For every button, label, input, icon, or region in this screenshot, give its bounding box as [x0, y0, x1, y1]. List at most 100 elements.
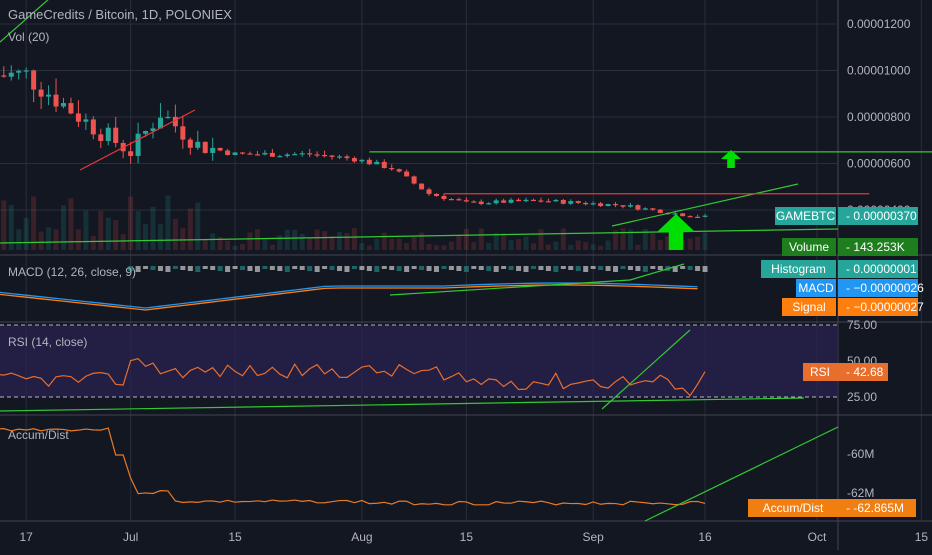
volume-bar: [150, 206, 156, 250]
volume-bar: [16, 229, 22, 250]
histogram-bar: [314, 266, 320, 272]
histogram-bar: [404, 266, 410, 272]
histogram-bar: [501, 266, 507, 269]
volume-bar: [344, 233, 350, 250]
histogram-bar: [627, 266, 633, 270]
candle-body: [389, 168, 395, 170]
histogram-bar: [254, 266, 260, 272]
gamebtc-label-bg: [775, 207, 836, 225]
x-axis-tick-label: Jul: [123, 530, 138, 544]
volume-bar: [60, 205, 66, 250]
volume-bar: [538, 229, 544, 250]
candle-body: [53, 94, 59, 107]
volume-bar: [314, 229, 320, 250]
candle-body: [292, 154, 298, 156]
candle-body: [657, 209, 663, 213]
volume-bar: [195, 202, 201, 250]
histogram-label-bg: [761, 260, 836, 278]
volume-bar: [254, 229, 260, 250]
volume-bar: [68, 198, 74, 250]
volume-bar: [665, 236, 671, 250]
candle-body: [262, 152, 268, 155]
histogram-bar: [598, 266, 604, 270]
histogram-bar: [650, 266, 656, 269]
volume-bar: [523, 236, 529, 250]
x-axis-tick-label: Oct: [808, 530, 827, 544]
candle-body: [240, 152, 246, 154]
candle-body: [23, 70, 29, 72]
histogram-bar: [217, 266, 223, 271]
rsi-support-trendline: [0, 397, 805, 412]
candle-body: [448, 199, 454, 201]
candle-body: [516, 199, 522, 202]
gamebtc-label-text: GAMEBTC: [776, 209, 836, 223]
histogram-bar: [433, 266, 439, 272]
volume-bar: [172, 218, 178, 250]
signal-label-value-bg: [838, 298, 918, 316]
rsi-tick-label: 25.00: [847, 390, 877, 404]
volume-bar: [225, 240, 231, 250]
histogram-bar: [359, 266, 365, 270]
candle-body: [195, 141, 201, 148]
histogram-bar: [210, 266, 216, 270]
candle-body: [404, 171, 410, 177]
candle-body: [627, 205, 633, 207]
candle-body: [157, 117, 163, 129]
histogram-bar: [269, 266, 275, 270]
candle-body: [284, 154, 290, 157]
candle-body: [105, 127, 111, 142]
rsi-label-bg: [803, 363, 838, 381]
volume-bar: [366, 245, 372, 250]
histogram-bar: [471, 266, 477, 269]
histogram-bar: [657, 266, 663, 270]
volume-bar: [396, 238, 402, 250]
accum-tick-label: -60M: [847, 447, 874, 461]
candle-body: [396, 169, 402, 172]
candle-body: [75, 113, 81, 122]
candle-body: [60, 103, 66, 107]
histogram-bar: [143, 266, 149, 269]
candle-body: [322, 154, 328, 157]
histogram-bar: [344, 266, 350, 272]
histogram-bar: [187, 266, 193, 271]
volume-bar: [530, 243, 536, 250]
price-tick-label: 0.00001000: [847, 64, 911, 78]
candle-body: [545, 201, 551, 203]
histogram-label: Histogram - 0.00000001: [761, 260, 918, 278]
macd-label-text: MACD: [798, 281, 834, 295]
volume-bar: [292, 229, 298, 250]
histogram-bar: [613, 266, 619, 272]
candle-body: [90, 119, 96, 135]
volume-bar: [441, 245, 447, 250]
volume-bar: [180, 228, 186, 250]
volume-bar: [389, 238, 395, 250]
volume-bar: [232, 245, 238, 250]
volume-bar: [277, 235, 283, 250]
candle-body: [680, 213, 686, 217]
volume-bar: [568, 245, 574, 250]
volume-bar: [120, 234, 126, 250]
candle-body: [8, 72, 14, 77]
histogram-bar: [419, 266, 425, 270]
volume-bar: [8, 204, 14, 250]
volume-label-text: Volume: [789, 240, 829, 254]
volume-bar: [262, 239, 268, 250]
volume-bar: [329, 236, 335, 250]
histogram-bar: [426, 266, 432, 271]
candle-body: [493, 200, 499, 204]
macd-title: MACD (12, 26, close, 9): [8, 265, 136, 279]
histogram-bar: [486, 266, 492, 271]
histogram-bar: [180, 266, 186, 270]
candle-body: [605, 204, 611, 207]
candle-body: [672, 213, 678, 215]
candle-body: [575, 201, 581, 203]
candle-body: [38, 89, 44, 97]
price-tick-label: 0.00000800: [847, 110, 911, 124]
candle-body: [202, 141, 208, 153]
rsi-tick-label: 75.00: [847, 318, 877, 332]
volume-bar: [635, 244, 641, 250]
volume-bar: [53, 229, 59, 250]
histogram-bar: [523, 266, 529, 272]
